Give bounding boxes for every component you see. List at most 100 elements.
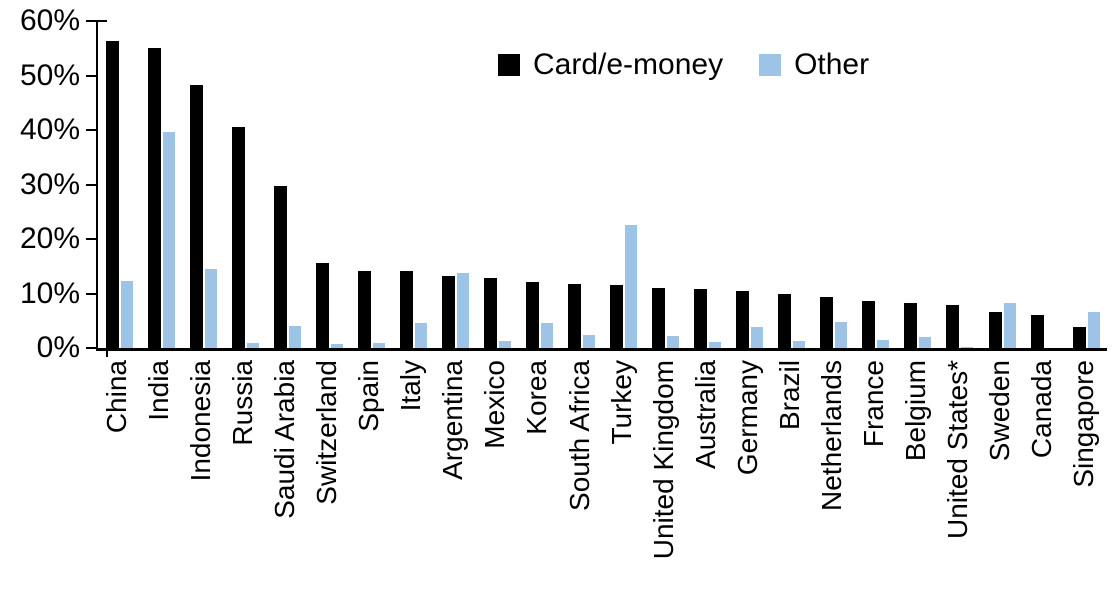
x-axis-label: Saudi Arabia (269, 360, 301, 519)
card-e-money-bar (315, 262, 329, 348)
x-axis-label-cell: Canada (1021, 360, 1063, 559)
x-axis-label: France (857, 360, 889, 448)
y-axis-label: 10% (19, 276, 80, 310)
x-axis-label-cell: Singapore (1063, 360, 1105, 559)
other-bar (961, 346, 974, 348)
x-axis-label-cell: Turkey (601, 360, 643, 559)
x-axis-label-cell: Spain (348, 360, 390, 559)
x-axis-label-cell: United States* (937, 360, 979, 559)
bar-group (350, 21, 392, 348)
x-axis-label: Italy (395, 360, 427, 412)
y-axis-tick (86, 238, 96, 240)
other-bar (372, 342, 385, 348)
x-axis-tick (106, 351, 108, 357)
card-e-money-bar (736, 290, 750, 348)
y-axis-label: 60% (19, 4, 80, 37)
card-e-money-bar (273, 185, 287, 348)
bar-group (813, 21, 855, 348)
x-axis-label: Switzerland (311, 360, 343, 505)
other-bar (583, 335, 596, 348)
x-axis-label: China (101, 360, 133, 434)
bar-group (518, 21, 560, 348)
card-e-money-bar (610, 285, 624, 348)
bar-group (981, 21, 1023, 348)
y-axis-tick (86, 347, 96, 349)
other-bar (120, 280, 133, 348)
other-bar (667, 336, 680, 348)
card-e-money-bar (904, 303, 918, 348)
x-axis-label-cell: China (96, 360, 138, 559)
y-axis-tick (86, 20, 107, 22)
x-axis-label: Sweden (984, 360, 1015, 462)
x-axis-labels: China India Indonesia Russia Saudi Arabia Swi… (96, 360, 1105, 559)
y-axis-label: 40% (19, 113, 80, 146)
x-axis-label-cell: Saudi Arabia (264, 360, 306, 559)
other-bar (540, 323, 553, 348)
other-bar (1003, 303, 1016, 348)
x-axis-label: Belgium (899, 360, 931, 462)
x-axis-label: Spain (353, 360, 385, 432)
x-axis-label-cell: France (853, 360, 895, 559)
bar-group (266, 21, 308, 348)
card-e-money-bar (147, 48, 161, 348)
bar-group (939, 21, 981, 348)
other-bar (751, 326, 764, 348)
x-axis-label: Indonesia (185, 360, 217, 482)
card-e-money-bar (778, 293, 792, 348)
legend-swatch-other-icon (759, 54, 782, 76)
y-axis-label: 30% (19, 167, 80, 201)
card-e-money-bar (568, 284, 582, 348)
card-e-money-bar (399, 271, 413, 348)
bar-group (140, 21, 182, 348)
x-axis-label-cell: Sweden (979, 360, 1021, 559)
x-axis-label: Canada (1026, 360, 1058, 459)
card-e-money-bar (105, 41, 119, 348)
card-e-money-bar (189, 85, 203, 348)
x-axis-label-cell: Argentina (432, 360, 474, 559)
x-axis-label-cell: Switzerland (306, 360, 348, 559)
x-axis-label-cell: South Africa (559, 360, 601, 559)
card-e-money-bar (988, 312, 1002, 348)
y-axis-label: 20% (19, 222, 80, 255)
x-axis-label-cell: Brazil (769, 360, 811, 559)
x-axis-label-cell: Belgium (895, 360, 937, 559)
x-axis-label-cell: Russia (222, 360, 264, 559)
other-bar (204, 268, 217, 348)
other-bar (498, 341, 511, 348)
bar-group (392, 21, 434, 348)
card-e-money-bar (525, 281, 539, 348)
x-axis-label: Mexico (479, 360, 511, 449)
bar-group (476, 21, 518, 348)
x-axis-label: Russia (227, 360, 259, 446)
legend-label-other: Other (794, 48, 870, 81)
y-axis-label: 0% (36, 331, 80, 364)
x-axis-label: South Africa (563, 360, 595, 511)
other-bar (793, 341, 806, 348)
legend-swatch-card-icon (498, 54, 520, 76)
card-e-money-bar (694, 289, 708, 348)
x-axis-label: India (143, 360, 175, 421)
card-e-money-bar (231, 127, 245, 348)
card-e-money-bar (1072, 327, 1086, 348)
x-axis-label-cell: Korea (516, 360, 558, 559)
bar-group (729, 21, 771, 348)
bar-series-container (98, 21, 1107, 348)
bar-group (1023, 21, 1065, 348)
x-axis-label-cell: Indonesia (180, 360, 222, 559)
bar-group (771, 21, 813, 348)
other-bar (162, 131, 175, 348)
legend: Card/e-money Other (498, 48, 869, 82)
other-bar (456, 273, 469, 348)
x-axis-label: Argentina (437, 360, 469, 480)
card-e-money-bar (441, 275, 455, 348)
x-axis-label: Australia (689, 360, 721, 469)
x-axis-label-cell: Germany (727, 360, 769, 559)
x-axis-label-cell: India (138, 360, 180, 559)
x-axis-label: Turkey (605, 360, 637, 445)
legend-label-card: Card/e-money (533, 48, 724, 81)
x-axis-label: Singapore (1068, 360, 1100, 488)
other-bar (246, 342, 259, 348)
other-bar (709, 342, 722, 348)
x-axis-label-cell: Netherlands (811, 360, 853, 559)
